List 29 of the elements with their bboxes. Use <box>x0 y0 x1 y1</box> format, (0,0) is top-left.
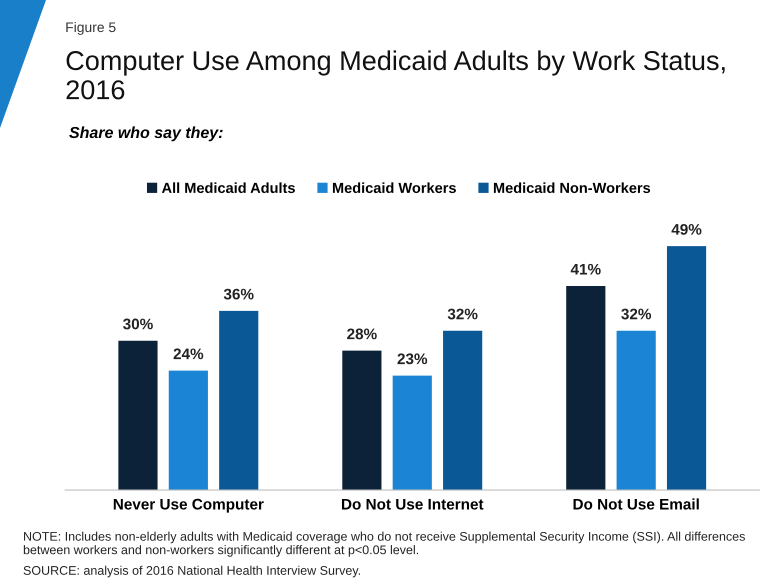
bar <box>566 286 606 490</box>
x-tick-label: Do Not Use Email <box>574 498 699 510</box>
chart-title: Computer Use Among Medicaid Adults by Work Status, 2016 <box>66 50 725 100</box>
chart-subtitle: Share who say they: <box>69 126 223 142</box>
data-label: 28% <box>347 328 377 340</box>
bar <box>666 246 706 490</box>
bar <box>168 370 208 490</box>
data-label: 24% <box>174 348 204 360</box>
bar <box>342 350 382 490</box>
legend-label: Medicaid Workers <box>332 182 456 194</box>
bar <box>443 330 482 490</box>
data-label: 32% <box>448 308 478 320</box>
data-label: 41% <box>570 264 601 275</box>
data-label: 36% <box>224 288 254 300</box>
data-label: 49% <box>672 224 702 235</box>
x-tick-label: Do Not Use Internet <box>342 498 484 510</box>
text: NOTE: Includes non-elderly adults with Medicaid coverage who do not receive Supplemental Security Income (SSI). All differences between workers and non-workers significantly different at p<0.05 level. <box>24 532 745 557</box>
bar <box>392 376 432 490</box>
data-label: 30% <box>123 318 153 330</box>
caption: Figure 5 <box>66 22 116 35</box>
source-note: SOURCE: analysis of 2016 National Health Interview Survey. <box>24 566 360 578</box>
bar <box>219 310 258 490</box>
data-label: 23% <box>398 353 428 364</box>
bar <box>118 340 158 490</box>
legend-label: Medicaid Non-Workers <box>494 182 650 194</box>
legend-label: All Medicaid Adults <box>162 182 295 194</box>
x-tick-label: Never Use Computer <box>114 498 264 513</box>
data-label: 32% <box>621 308 652 320</box>
bar <box>616 330 656 490</box>
